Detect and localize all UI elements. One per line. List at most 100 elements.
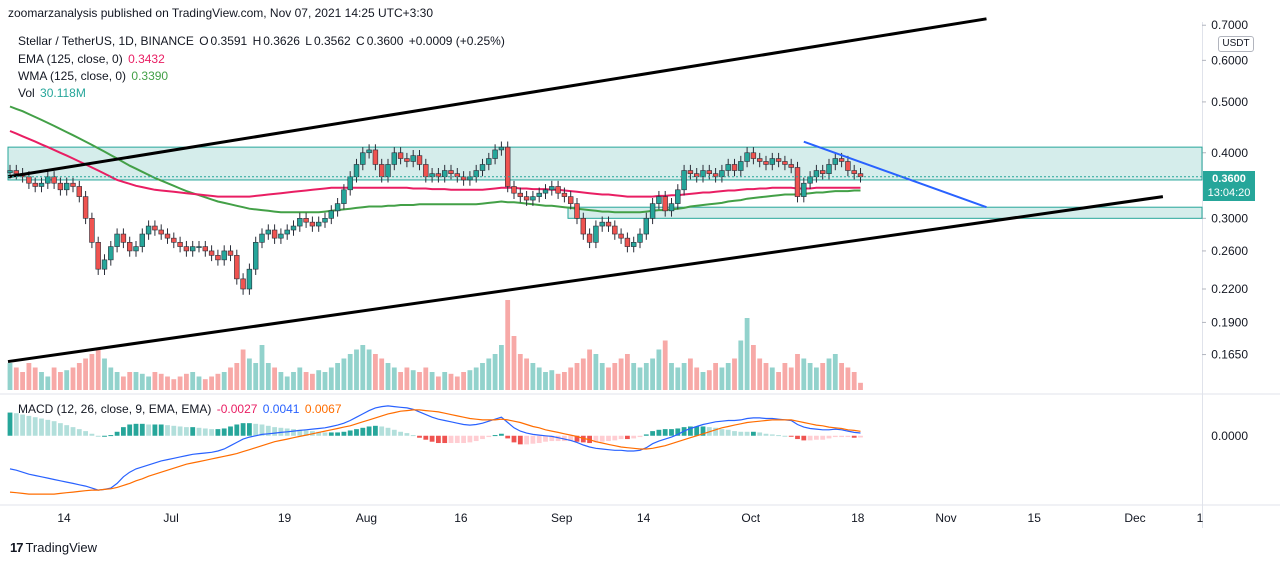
volume-bar: [184, 373, 189, 390]
macd-histogram-bar: [76, 429, 82, 436]
y-tick-label: 0.6000: [1211, 53, 1248, 67]
volume-bar: [423, 367, 429, 390]
y-tick-label: 0.1650: [1211, 348, 1248, 362]
candle-body: [366, 149, 372, 154]
volume-bar: [461, 372, 466, 390]
candle-body: [341, 189, 347, 204]
candle-body: [473, 170, 479, 178]
volume-bar: [807, 363, 813, 390]
macd-histogram-bar: [562, 435, 567, 442]
macd-histogram-bar: [738, 431, 744, 436]
candle-body: [775, 158, 782, 162]
volume-bar: [316, 370, 322, 390]
macd-histogram-bar: [763, 433, 769, 436]
volume-bar: [480, 363, 485, 390]
volume-bar: [291, 372, 296, 390]
volume-bar: [732, 358, 737, 390]
macd-histogram-bar: [7, 412, 13, 436]
x-tick-label: 14: [57, 511, 71, 525]
macd-histogram-bar: [272, 427, 277, 436]
macd-histogram-bar: [631, 435, 637, 439]
tradingview-logo[interactable]: 17 TradingView: [10, 540, 97, 555]
zone-support: [567, 206, 1203, 219]
macd-histogram-bar: [851, 435, 857, 438]
volume-bar: [196, 376, 202, 390]
candle-body: [253, 242, 259, 270]
macd-legend[interactable]: MACD (12, 26, close, 9, EMA, EMA) -0.002…: [18, 402, 344, 416]
wma-label: WMA (125, close, 0): [18, 69, 127, 83]
candle-body: [51, 176, 57, 184]
candle-body: [586, 233, 593, 243]
candle-body: [108, 246, 114, 261]
x-tick-label: 16: [454, 511, 468, 525]
candle-body: [630, 242, 637, 247]
candle-body: [353, 164, 360, 178]
volume-bar: [505, 300, 511, 390]
candle-body: [460, 176, 467, 181]
candle-body: [284, 229, 290, 235]
macd-histogram-bar: [694, 426, 700, 436]
volume-bar: [530, 363, 536, 390]
candle-body: [555, 186, 561, 194]
volume-bar: [417, 372, 422, 390]
macd-histogram-bar: [795, 435, 800, 440]
currency-badge[interactable]: USDT: [1218, 36, 1254, 52]
candle-body: [838, 158, 845, 162]
last-price-tag: 0.3600 13:04:20: [1203, 171, 1255, 201]
volume-bar: [64, 370, 70, 390]
wma-legend[interactable]: WMA (125, close, 0) 0.3390: [18, 69, 170, 83]
candle-body: [101, 259, 108, 270]
macd-histogram-bar: [265, 425, 271, 436]
macd-histogram-bar: [303, 430, 309, 436]
candle-body: [309, 221, 316, 227]
candle-body: [712, 173, 719, 178]
candle-body: [240, 278, 246, 290]
macd-histogram-bar: [391, 429, 397, 436]
volume-bar: [587, 349, 592, 390]
candle-body: [801, 182, 807, 197]
volume-bar: [102, 358, 107, 390]
macd-histogram-bar: [20, 414, 25, 436]
candle-body: [769, 158, 776, 165]
macd-histogram-bar: [599, 435, 605, 442]
volume-bar: [121, 376, 126, 390]
volume-bar: [366, 349, 372, 390]
macd-histogram-bar: [826, 435, 832, 439]
macd-histogram-bar: [95, 435, 101, 437]
volume-bar: [662, 340, 668, 390]
candle-body: [498, 146, 505, 151]
volume-bar: [650, 358, 655, 390]
candle-body: [441, 170, 448, 178]
ema-legend[interactable]: EMA (125, close, 0) 0.3432: [18, 52, 167, 66]
volume-legend[interactable]: Vol 30.118M: [18, 86, 88, 100]
candle-body: [719, 170, 725, 178]
candle-body: [64, 182, 70, 191]
macd-histogram-bar: [454, 435, 460, 444]
macd-histogram-bar: [543, 435, 548, 442]
volume-bar: [253, 363, 259, 390]
candle-body: [95, 242, 101, 270]
candle-body: [202, 246, 208, 252]
macd-histogram-bar: [360, 427, 366, 436]
volume-bar: [744, 318, 750, 390]
macd-histogram-bar: [782, 435, 788, 437]
volume-bar: [832, 354, 838, 390]
volume-bar: [404, 367, 410, 390]
x-tick-label: Sep: [551, 511, 573, 525]
macd-histogram-bar: [807, 435, 813, 441]
volume-bar: [114, 372, 120, 390]
x-tick-label: Dec: [1124, 511, 1145, 525]
macd-histogram-bar: [209, 429, 214, 436]
macd-histogram-bar: [467, 435, 473, 443]
candle-body: [618, 233, 624, 239]
macd-histogram-bar: [354, 429, 359, 436]
candle-body: [649, 203, 656, 219]
candle-body: [605, 221, 612, 227]
macd-histogram-bar: [259, 424, 265, 436]
volume-bar: [310, 373, 315, 390]
macd-histogram-bar: [776, 435, 781, 437]
candle-body: [423, 164, 429, 178]
symbol-label[interactable]: Stellar / TetherUS, 1D, BINANCE: [18, 34, 194, 48]
